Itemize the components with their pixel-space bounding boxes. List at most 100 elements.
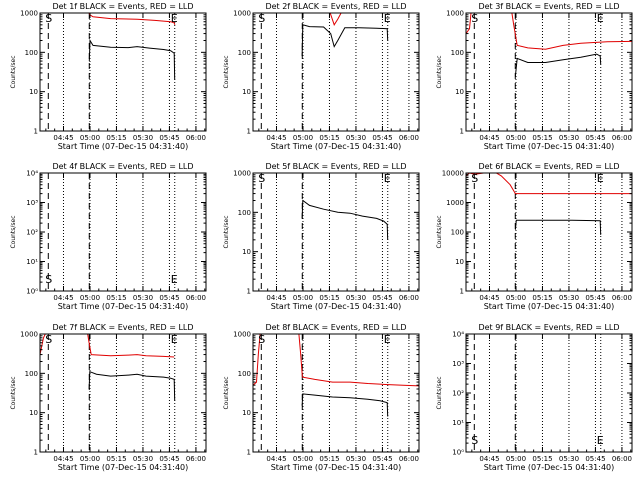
y-tick-label: 100 xyxy=(25,49,38,57)
y-axis-label: Counts/sec xyxy=(10,215,17,248)
y-tick-label: 10³ xyxy=(26,199,38,207)
chart-title: Det 8f BLACK = Events, RED = LLD xyxy=(265,323,406,332)
y-tick-label: 1000 xyxy=(233,331,251,339)
y-tick-label: 10 xyxy=(29,409,38,417)
y-tick-label: 100 xyxy=(451,229,464,237)
x-axis-label: Start Time (07-Dec-15 04:31:40) xyxy=(58,142,189,151)
x-tick-label: 05:00 xyxy=(80,455,100,463)
x-tick-label: 05:00 xyxy=(80,294,100,302)
lld-series-line xyxy=(253,334,419,387)
plot-frame xyxy=(39,333,207,453)
y-tick-label: 100 xyxy=(25,370,38,378)
x-tick-label: 06:00 xyxy=(186,455,206,463)
x-axis-label: Start Time (07-Dec-15 04:31:40) xyxy=(484,463,615,472)
end-marker-label: E xyxy=(384,172,391,185)
y-axis-label: Counts/sec xyxy=(223,376,230,409)
x-tick-label: 05:45 xyxy=(585,455,605,463)
x-tick-label: 05:15 xyxy=(106,294,126,302)
y-tick-label: 1 xyxy=(460,128,464,136)
chart-title: Det 4f BLACK = Events, RED = LLD xyxy=(52,162,193,171)
x-tick-label: 05:15 xyxy=(532,134,552,142)
start-marker-label: S xyxy=(258,12,265,25)
y-axis-label: Counts/sec xyxy=(10,55,17,88)
x-tick-label: 05:30 xyxy=(133,134,153,142)
y-tick-label: 1000 xyxy=(20,331,38,339)
x-tick-label: 05:15 xyxy=(532,294,552,302)
y-tick-label: 1 xyxy=(247,128,251,136)
y-tick-label: 100 xyxy=(238,209,251,217)
y-tick-label: 10³ xyxy=(452,360,464,368)
y-tick-label: 100 xyxy=(451,49,464,57)
start-marker-label: S xyxy=(471,172,478,185)
end-marker-label: E xyxy=(597,434,604,447)
lld-series-line xyxy=(48,13,176,25)
x-tick-label: 05:00 xyxy=(80,134,100,142)
end-marker-label: E xyxy=(597,12,604,25)
x-axis-label: Start Time (07-Dec-15 04:31:40) xyxy=(271,142,402,151)
y-tick-label: 1 xyxy=(247,288,251,296)
start-marker-label: S xyxy=(258,172,265,185)
x-tick-label: 05:45 xyxy=(159,455,179,463)
y-tick-label: 1000 xyxy=(233,10,251,18)
y-tick-label: 10⁴ xyxy=(452,331,464,339)
events-series-line xyxy=(514,219,602,235)
y-axis-label: Counts/sec xyxy=(10,376,17,409)
y-tick-label: 10 xyxy=(29,88,38,96)
y-axis-label: Counts/sec xyxy=(436,376,443,409)
x-tick-label: 04:45 xyxy=(53,134,73,142)
x-tick-label: 05:45 xyxy=(372,455,392,463)
x-tick-label: 05:30 xyxy=(133,294,153,302)
events-series-line xyxy=(301,393,389,417)
x-tick-label: 06:00 xyxy=(399,134,419,142)
events-series-line xyxy=(88,370,176,401)
chart-title: Det 7f BLACK = Events, RED = LLD xyxy=(52,323,193,332)
y-tick-label: 1000 xyxy=(446,10,464,18)
x-tick-label: 05:30 xyxy=(133,455,153,463)
lld-series-line xyxy=(466,173,632,195)
x-tick-label: 05:45 xyxy=(372,294,392,302)
chart-title: Det 6f BLACK = Events, RED = LLD xyxy=(478,162,619,171)
x-tick-label: 05:00 xyxy=(506,455,526,463)
x-tick-label: 06:00 xyxy=(186,294,206,302)
plot-frame xyxy=(252,172,420,292)
x-axis-label: Start Time (07-Dec-15 04:31:40) xyxy=(484,302,615,311)
plot-frame xyxy=(465,333,633,453)
x-tick-label: 05:15 xyxy=(319,134,339,142)
y-tick-label: 100 xyxy=(238,370,251,378)
y-tick-label: 10000 xyxy=(442,170,464,178)
y-tick-label: 10 xyxy=(242,88,251,96)
plot-frame xyxy=(252,12,420,132)
x-tick-label: 05:00 xyxy=(293,134,313,142)
x-tick-label: 06:00 xyxy=(399,294,419,302)
y-tick-label: 1 xyxy=(247,449,251,457)
x-tick-label: 04:45 xyxy=(266,455,286,463)
x-tick-label: 04:45 xyxy=(53,294,73,302)
y-tick-label: 10¹ xyxy=(452,419,464,427)
x-tick-label: 06:00 xyxy=(612,455,632,463)
x-axis-label: Start Time (07-Dec-15 04:31:40) xyxy=(58,302,189,311)
x-tick-label: 04:45 xyxy=(479,455,499,463)
end-marker-label: E xyxy=(171,12,178,25)
y-axis-label: Counts/sec xyxy=(436,55,443,88)
start-marker-label: S xyxy=(471,434,478,447)
y-axis-label: Counts/sec xyxy=(436,215,443,248)
x-tick-label: 05:15 xyxy=(106,134,126,142)
y-tick-label: 10⁴ xyxy=(26,170,38,178)
x-tick-label: 05:00 xyxy=(506,134,526,142)
x-tick-label: 05:45 xyxy=(372,134,392,142)
y-tick-label: 10¹ xyxy=(26,258,38,266)
plot-frame xyxy=(252,333,420,453)
start-marker-label: S xyxy=(45,333,52,346)
plot-frame xyxy=(465,172,633,292)
x-tick-label: 05:30 xyxy=(559,294,579,302)
x-tick-label: 05:45 xyxy=(159,134,179,142)
events-series-line xyxy=(301,24,389,57)
y-tick-label: 10⁰ xyxy=(26,288,38,296)
y-axis-label: Counts/sec xyxy=(223,215,230,248)
x-axis-label: Start Time (07-Dec-15 04:31:40) xyxy=(484,142,615,151)
start-marker-label: S xyxy=(258,333,265,346)
x-tick-label: 05:30 xyxy=(346,455,366,463)
y-tick-label: 10 xyxy=(455,258,464,266)
